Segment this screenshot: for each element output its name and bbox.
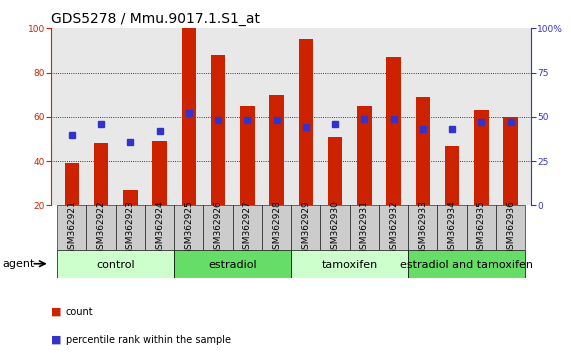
- Bar: [174, 250, 291, 278]
- Text: ■: ■: [51, 335, 62, 345]
- Text: GSM362923: GSM362923: [126, 200, 135, 255]
- Bar: [262, 205, 291, 250]
- Bar: [299, 39, 313, 205]
- Bar: [123, 190, 138, 205]
- Text: GSM362930: GSM362930: [331, 200, 340, 255]
- Bar: [496, 205, 525, 250]
- Bar: [57, 205, 86, 250]
- Bar: [291, 205, 320, 250]
- Bar: [408, 250, 525, 278]
- Bar: [233, 205, 262, 250]
- Text: control: control: [96, 260, 135, 270]
- Bar: [270, 95, 284, 205]
- Bar: [416, 97, 430, 205]
- Bar: [116, 205, 145, 250]
- Bar: [174, 205, 203, 250]
- Bar: [386, 57, 401, 205]
- Text: agent: agent: [3, 259, 35, 269]
- Text: estradiol: estradiol: [208, 260, 257, 270]
- Bar: [145, 205, 174, 250]
- Text: ■: ■: [51, 307, 62, 316]
- Bar: [291, 250, 408, 278]
- Bar: [408, 205, 437, 250]
- Text: GSM362935: GSM362935: [477, 200, 486, 255]
- Bar: [57, 250, 174, 278]
- Bar: [211, 55, 226, 205]
- Bar: [349, 205, 379, 250]
- Bar: [240, 106, 255, 205]
- Text: GDS5278 / Mmu.9017.1.S1_at: GDS5278 / Mmu.9017.1.S1_at: [51, 12, 260, 26]
- Bar: [445, 145, 460, 205]
- Text: estradiol and tamoxifen: estradiol and tamoxifen: [400, 260, 533, 270]
- Bar: [320, 205, 349, 250]
- Text: GSM362936: GSM362936: [506, 200, 515, 255]
- Bar: [86, 205, 116, 250]
- Bar: [437, 205, 467, 250]
- Bar: [65, 163, 79, 205]
- Bar: [152, 141, 167, 205]
- Text: GSM362922: GSM362922: [96, 200, 106, 255]
- Bar: [379, 205, 408, 250]
- Bar: [503, 117, 518, 205]
- Bar: [474, 110, 489, 205]
- Bar: [182, 28, 196, 205]
- Text: GSM362934: GSM362934: [448, 200, 457, 255]
- Bar: [203, 205, 233, 250]
- Text: tamoxifen: tamoxifen: [321, 260, 378, 270]
- Text: GSM362929: GSM362929: [301, 200, 310, 255]
- Bar: [357, 106, 372, 205]
- Text: GSM362931: GSM362931: [360, 200, 369, 255]
- Text: GSM362925: GSM362925: [184, 200, 194, 255]
- Text: GSM362932: GSM362932: [389, 200, 398, 255]
- Text: GSM362933: GSM362933: [419, 200, 427, 255]
- Text: GSM362927: GSM362927: [243, 200, 252, 255]
- Bar: [328, 137, 343, 205]
- Text: count: count: [66, 307, 93, 316]
- Text: GSM362921: GSM362921: [67, 200, 77, 255]
- Text: percentile rank within the sample: percentile rank within the sample: [66, 335, 231, 345]
- Text: GSM362928: GSM362928: [272, 200, 281, 255]
- Bar: [94, 143, 108, 205]
- Text: GSM362924: GSM362924: [155, 200, 164, 255]
- Text: GSM362926: GSM362926: [214, 200, 223, 255]
- Bar: [467, 205, 496, 250]
